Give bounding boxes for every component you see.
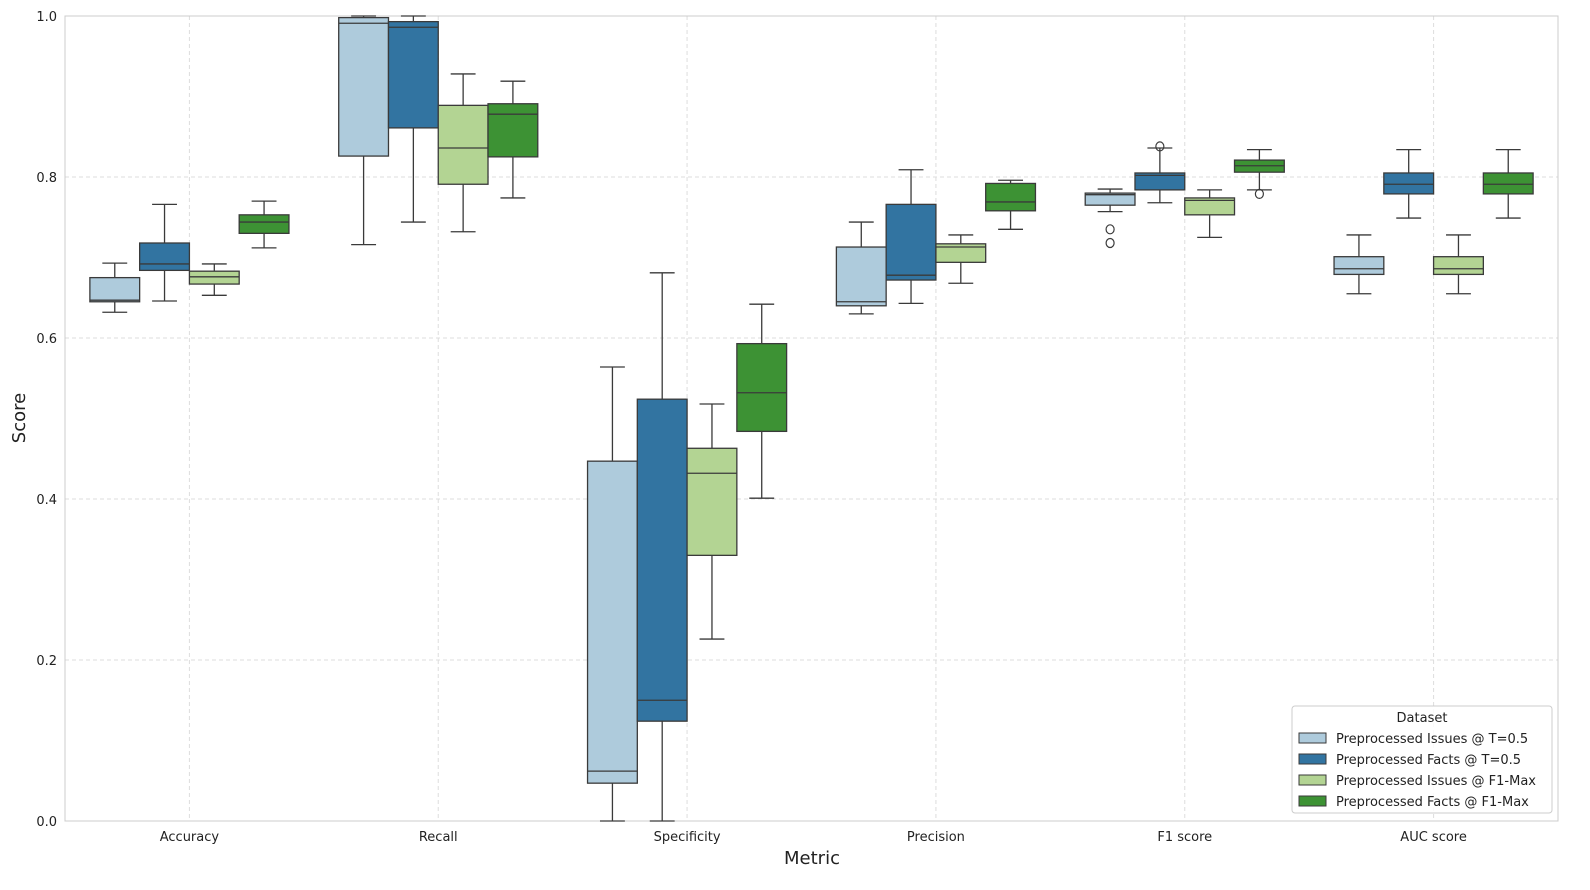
y-tick-label: 0.6	[36, 332, 57, 347]
box-iqr	[387, 20, 439, 129]
y-tick-label: 0.2	[36, 654, 57, 669]
legend-swatch	[1298, 795, 1327, 807]
x-tick-label: Recall	[419, 830, 458, 845]
box-preprocessed-facts-f1-max	[736, 303, 788, 499]
box-iqr	[1432, 256, 1485, 276]
box-preprocessed-issues-t-0-5	[89, 262, 141, 313]
x-axis-label: Metric	[784, 848, 840, 869]
y-tick-labels: 0.0 0.2 0.4 0.6 0.8 1.0	[36, 10, 57, 830]
box-preprocessed-facts-t-0-5	[636, 272, 688, 822]
box-preprocessed-facts-t-0-5	[885, 169, 937, 305]
box-iqr	[885, 203, 937, 281]
box-preprocessed-issues-t-0-5	[1084, 188, 1136, 249]
box-iqr	[686, 447, 738, 557]
box-preprocessed-issues-t-0-5	[835, 221, 887, 315]
box-iqr	[238, 214, 290, 235]
y-tick-label: 0.4	[36, 493, 57, 508]
outlier-point	[1254, 188, 1265, 200]
legend-title: Dataset	[1397, 711, 1448, 726]
x-tick-label: Specificity	[654, 830, 721, 845]
y-tick-label: 0.8	[36, 171, 57, 186]
box-iqr	[935, 243, 987, 263]
legend-label: Preprocessed Facts @ F1-Max	[1336, 795, 1529, 810]
outlier-point	[1105, 237, 1115, 249]
legend-swatch	[1298, 732, 1327, 744]
box-preprocessed-facts-f1-max	[487, 80, 539, 199]
y-tick-label: 1.0	[36, 10, 57, 25]
x-tick-label: AUC score	[1400, 830, 1467, 845]
legend-frame	[1291, 705, 1553, 814]
box-iqr	[1134, 172, 1186, 191]
x-tick-labels: Accuracy Recall Specificity Precision F1 sco…	[160, 830, 1467, 845]
box-preprocessed-facts-f1-max	[1482, 148, 1534, 219]
box-preprocessed-issues-t-0-5	[1333, 234, 1385, 295]
box-iqr	[1184, 197, 1236, 216]
box-iqr	[338, 16, 390, 157]
box-preprocessed-facts-t-0-5	[1134, 141, 1186, 204]
box-iqr	[188, 270, 240, 285]
box-preprocessed-issues-f1-max	[437, 73, 489, 233]
box-iqr	[985, 182, 1037, 212]
box-preprocessed-issues-t-0-5	[586, 366, 638, 822]
box-preprocessed-issues-f1-max	[188, 263, 240, 296]
box-iqr	[636, 398, 688, 722]
box-preprocessed-facts-f1-max	[238, 200, 290, 249]
box-preprocessed-issues-f1-max	[1184, 189, 1236, 239]
box-preprocessed-issues-f1-max	[686, 403, 738, 640]
y-tick-label: 0.0	[36, 815, 57, 830]
plot-frame	[64, 15, 1559, 822]
x-tick-label: F1 score	[1157, 830, 1212, 845]
box-preprocessed-facts-t-0-5	[387, 15, 439, 223]
legend-swatch	[1298, 753, 1327, 765]
box-iqr	[736, 342, 788, 433]
boxes	[89, 15, 1534, 822]
box-preprocessed-facts-t-0-5	[138, 203, 191, 302]
box-preprocessed-facts-t-0-5	[1383, 148, 1435, 219]
grid	[65, 16, 1558, 821]
box-iqr	[138, 242, 191, 272]
box-preprocessed-facts-f1-max	[985, 179, 1037, 230]
legend-label: Preprocessed Issues @ F1-Max	[1336, 774, 1536, 789]
box-iqr	[1333, 256, 1385, 276]
box-iqr	[1482, 172, 1534, 195]
x-tick-label: Precision	[907, 830, 965, 845]
box-iqr	[1383, 172, 1435, 195]
legend: Dataset Preprocessed Issues @ T=0.5 Prepr…	[1291, 705, 1553, 814]
x-tick-label: Accuracy	[160, 830, 220, 845]
box-preprocessed-facts-f1-max	[1233, 148, 1285, 200]
outlier-point	[1105, 224, 1115, 235]
box-preprocessed-issues-f1-max	[935, 234, 987, 284]
box-iqr	[487, 103, 539, 158]
box-iqr	[1084, 192, 1136, 206]
box-preprocessed-issues-t-0-5	[338, 15, 390, 246]
legend-label: Preprocessed Issues @ T=0.5	[1336, 732, 1528, 747]
outlier-point	[1155, 141, 1165, 152]
box-iqr	[586, 460, 638, 784]
y-axis-label: Score	[9, 393, 30, 443]
box-iqr	[835, 246, 887, 307]
legend-swatch	[1298, 774, 1327, 786]
box-iqr	[89, 276, 141, 303]
box-iqr	[437, 104, 489, 185]
box-preprocessed-issues-f1-max	[1432, 234, 1485, 295]
legend-label: Preprocessed Facts @ T=0.5	[1336, 753, 1521, 768]
